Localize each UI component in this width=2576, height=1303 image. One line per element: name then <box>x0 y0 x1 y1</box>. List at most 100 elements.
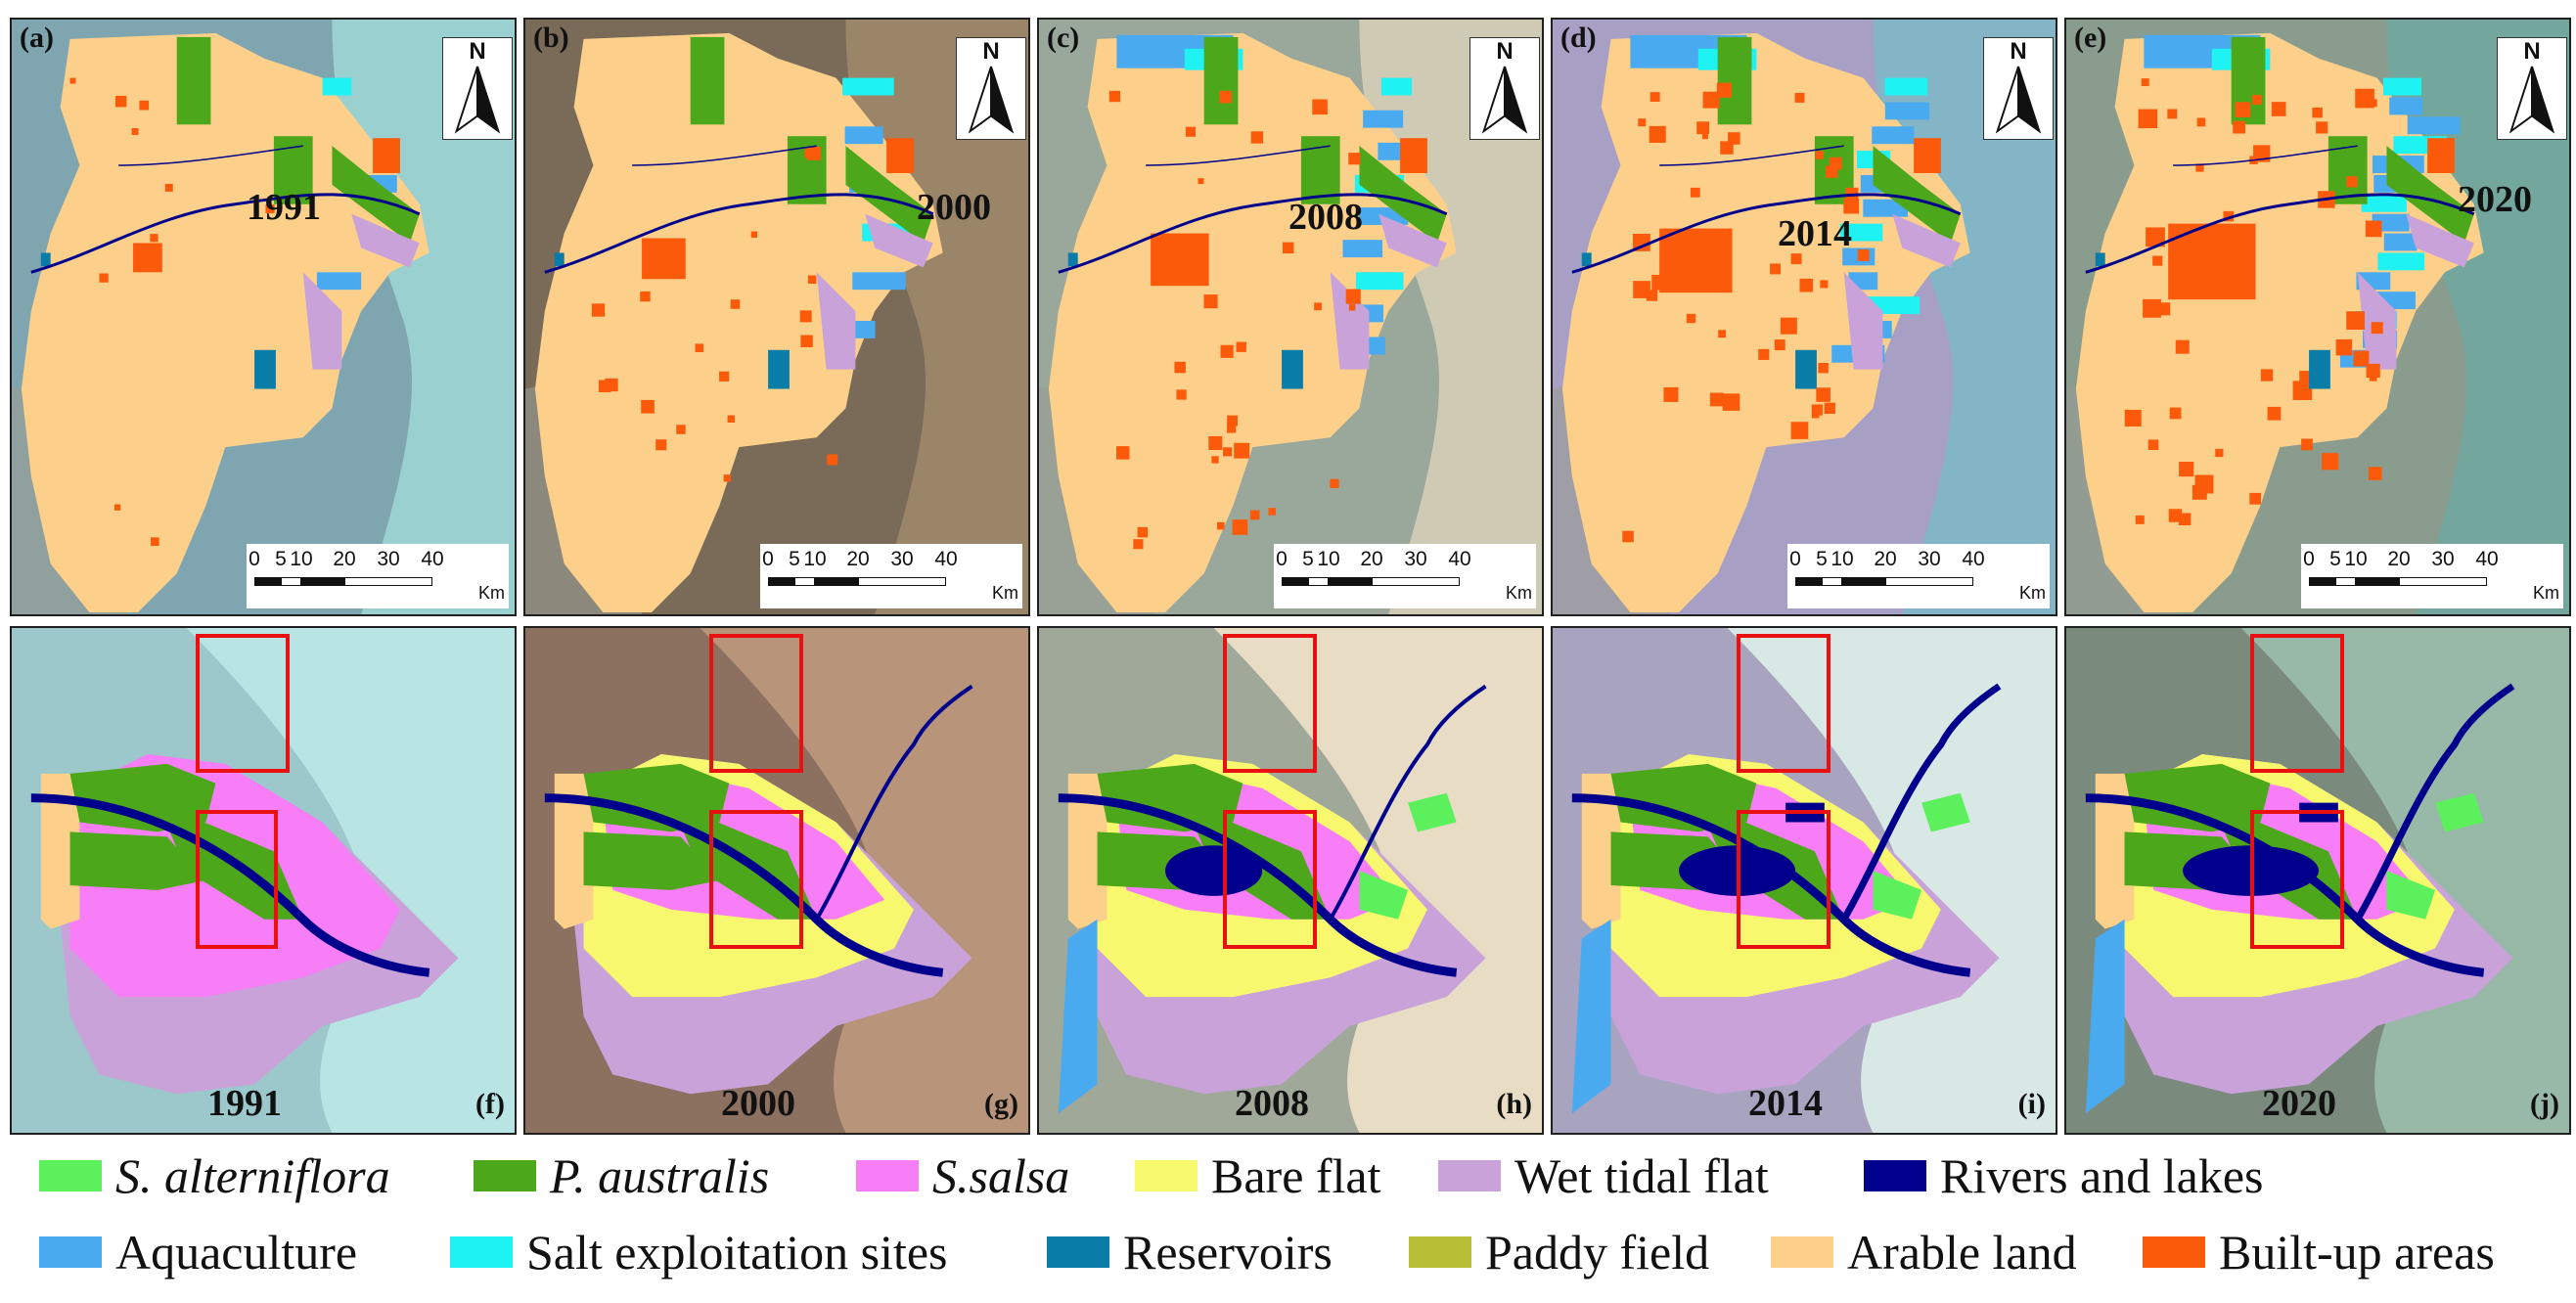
scale-bar: 0 5 10 20 30 40 Km <box>1787 544 2050 608</box>
scale-tick: 10 <box>2344 548 2368 570</box>
scale-tick: 5 <box>1302 548 1314 570</box>
north-arrow-icon: N <box>1983 37 2054 140</box>
scale-bar: 0 5 10 20 30 40 Km <box>2301 544 2563 608</box>
panel-label: (f) <box>475 1088 505 1120</box>
legend-label-reservoirs: Reservoirs <box>1123 1225 1333 1280</box>
scale-tick: 40 <box>934 548 958 570</box>
panel-label: (g) <box>984 1088 1018 1120</box>
wetland-map-bottom-1: 1991 (f) <box>10 626 517 1135</box>
scale-segment <box>1372 577 1460 586</box>
wetland-map-bottom-2: 2000 (g) <box>523 626 1030 1135</box>
scale-tick: 5 <box>275 548 287 570</box>
year-label: 2008 <box>1235 1083 1309 1124</box>
scale-segment <box>1822 577 1842 586</box>
scale-tick: 0 <box>249 548 260 570</box>
north-arrow-label: N <box>2010 38 2027 65</box>
scale-tick: 10 <box>803 548 827 570</box>
scale-unit: Km <box>1506 583 1532 603</box>
legend-item-arable-land: Arable land <box>1771 1224 2077 1281</box>
scale-segment <box>768 577 794 586</box>
scale-tick: 10 <box>1317 548 1340 570</box>
year-label: 2014 <box>1778 213 1852 254</box>
scale-tick: 20 <box>1360 548 1383 570</box>
legend-item-wet-tidal-flat: Wet tidal flat <box>1438 1147 1769 1204</box>
scale-tick: 30 <box>377 548 400 570</box>
scale-tick: 40 <box>1962 548 1985 570</box>
legend-item-s-salsa: S.salsa <box>856 1147 1069 1204</box>
north-arrow-label: N <box>469 38 486 65</box>
legend: S. alterniflora P. australis S.salsa Bar… <box>0 1140 2576 1303</box>
land-use-map-graphic <box>12 20 515 614</box>
land-use-map-top-1: (a) 1991 N 0 5 10 20 30 40 Km <box>10 18 517 616</box>
year-label: 2014 <box>1748 1083 1823 1124</box>
land-use-map-top-5: (e) 2020 N 0 5 10 20 30 40 Km <box>2064 18 2571 616</box>
scale-tick: 20 <box>333 548 356 570</box>
scale-segment <box>254 577 281 586</box>
panel-label: (h) <box>1496 1088 1532 1120</box>
highlight-box <box>196 634 290 773</box>
scale-tick: 10 <box>290 548 313 570</box>
scale-segment <box>281 577 301 586</box>
scale-segment <box>1885 577 1973 586</box>
wetland-map-graphic <box>1553 628 2056 1133</box>
legend-label-wet-tidal-flat: Wet tidal flat <box>1514 1148 1769 1203</box>
scale-bar: 0 5 10 20 30 40 Km <box>247 544 509 608</box>
legend-label-s-alterniflora: S. alterniflora <box>115 1148 390 1203</box>
scale-unit: Km <box>2019 583 2046 603</box>
legend-label-s-salsa: S.salsa <box>932 1148 1070 1203</box>
scale-segment <box>815 577 858 586</box>
land-use-map-top-4: (d) 2014 N 0 5 10 20 30 40 Km <box>1551 18 2057 616</box>
panel-label: (c) <box>1047 22 1080 54</box>
legend-swatch-p-australis <box>474 1160 536 1191</box>
scale-segment <box>1282 577 1308 586</box>
north-arrow-icon: N <box>1469 37 1540 140</box>
scale-tick: 10 <box>1830 548 1854 570</box>
north-arrow-label: N <box>982 38 1000 65</box>
highlight-box <box>1223 634 1317 773</box>
legend-swatch-arable-land <box>1771 1236 1833 1268</box>
north-arrow-icon: N <box>2497 37 2567 140</box>
legend-swatch-s-alterniflora <box>39 1160 102 1191</box>
scale-tick: 0 <box>762 548 774 570</box>
scale-tick: 20 <box>1874 548 1897 570</box>
scale-segment <box>1795 577 1822 586</box>
scale-unit: Km <box>992 583 1018 603</box>
legend-swatch-salt-exploitation-sites <box>450 1236 513 1268</box>
legend-swatch-wet-tidal-flat <box>1438 1160 1501 1191</box>
scale-segment <box>1842 577 1885 586</box>
scale-segment <box>301 577 344 586</box>
highlight-box <box>709 634 803 773</box>
scale-segment <box>2399 577 2487 586</box>
year-label: 2000 <box>721 1083 795 1124</box>
land-use-map-top-2: (b) 2000 N 0 5 10 20 30 40 Km <box>523 18 1030 616</box>
north-arrow-icon: N <box>956 37 1026 140</box>
legend-item-bare-flat: Bare flat <box>1135 1147 1381 1204</box>
year-label: 2020 <box>2262 1083 2336 1124</box>
scale-tick: 5 <box>2329 548 2341 570</box>
legend-swatch-paddy-field <box>1409 1236 1471 1268</box>
year-label: 1991 <box>207 1083 282 1124</box>
scale-tick: 30 <box>1918 548 1941 570</box>
land-use-map-graphic <box>1039 20 1542 614</box>
legend-swatch-s-salsa <box>856 1160 919 1191</box>
year-label: 1991 <box>247 187 321 228</box>
legend-label-aquaculture: Aquaculture <box>115 1225 358 1280</box>
panel-label: (d) <box>1560 22 1597 54</box>
panel-label: (b) <box>533 22 569 54</box>
wetland-map-bottom-3: 2008 (h) <box>1037 626 1544 1135</box>
highlight-box <box>709 810 803 949</box>
land-use-map-graphic <box>2066 20 2569 614</box>
scale-tick: 40 <box>2475 548 2499 570</box>
scale-tick: 20 <box>2387 548 2411 570</box>
wetland-map-graphic <box>525 628 1028 1133</box>
legend-label-p-australis: P. australis <box>550 1148 770 1203</box>
land-use-map-top-3: (c) 2008 N 0 5 10 20 30 40 Km <box>1037 18 1544 616</box>
legend-item-aquaculture: Aquaculture <box>39 1224 357 1281</box>
land-use-map-graphic <box>1553 20 2056 614</box>
scale-tick: 0 <box>1276 548 1288 570</box>
scale-tick: 0 <box>2303 548 2315 570</box>
highlight-box <box>1737 634 1830 773</box>
wetland-map-graphic <box>1039 628 1542 1133</box>
year-label: 2000 <box>917 187 991 228</box>
legend-item-salt-exploitation-sites: Salt exploitation sites <box>450 1224 948 1281</box>
